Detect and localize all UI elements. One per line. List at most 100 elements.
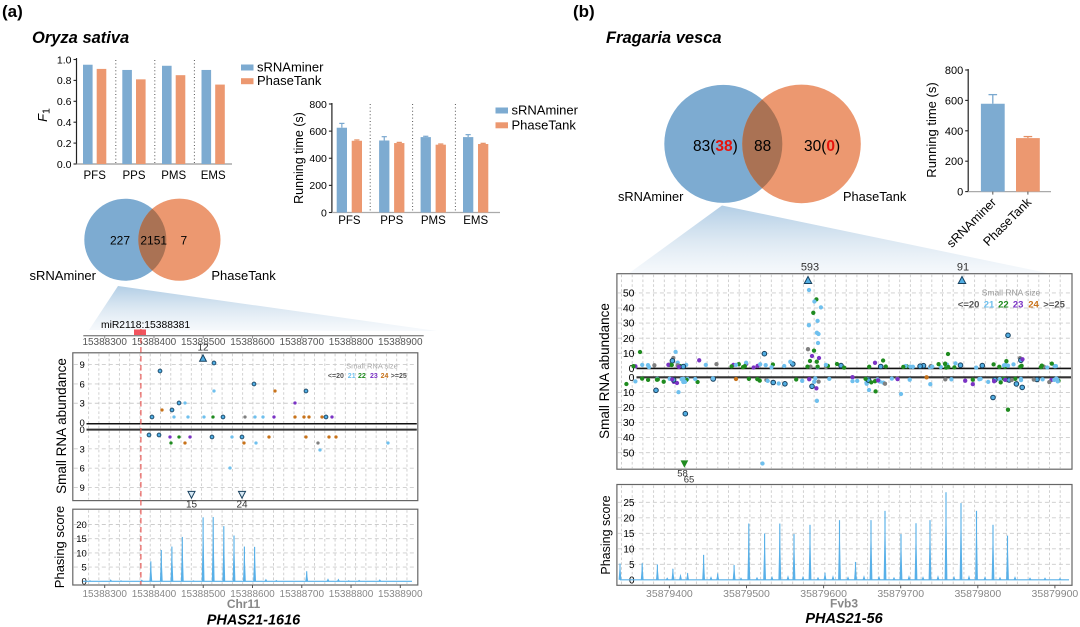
svg-text:15: 15 <box>623 529 635 540</box>
svg-text:9: 9 <box>80 360 85 371</box>
svg-text:23: 23 <box>1013 299 1024 310</box>
svg-text:1.0: 1.0 <box>57 54 72 66</box>
svg-text:10: 10 <box>623 348 635 360</box>
svg-text:15388700: 15388700 <box>280 337 325 348</box>
svg-text:15388300: 15388300 <box>82 589 127 600</box>
svg-text:Phasing score: Phasing score <box>599 495 613 574</box>
svg-text:800: 800 <box>309 99 327 111</box>
svg-text:12: 12 <box>197 343 209 354</box>
svg-text:50: 50 <box>623 288 635 300</box>
svg-text:PPS: PPS <box>122 170 145 182</box>
svg-text:40: 40 <box>623 303 635 315</box>
svg-text:<=20: <=20 <box>958 299 980 310</box>
svg-text:EMS: EMS <box>201 170 226 182</box>
svg-text:88: 88 <box>754 138 771 155</box>
svg-text:35879500: 35879500 <box>723 588 770 600</box>
svg-text:sRNAminer: sRNAminer <box>30 268 97 283</box>
svg-text:0.6: 0.6 <box>57 96 72 108</box>
svg-text:10: 10 <box>623 387 635 399</box>
svg-text:50: 50 <box>623 447 635 459</box>
svg-text:0: 0 <box>629 372 635 384</box>
svg-text:35879900: 35879900 <box>1032 588 1079 600</box>
svg-text:200: 200 <box>945 156 963 168</box>
svg-text:PhaseTank: PhaseTank <box>211 268 276 283</box>
svg-text:Running time (s): Running time (s) <box>292 112 306 204</box>
svg-text:Small RNA size: Small RNA size <box>982 288 1041 298</box>
svg-text:15: 15 <box>76 534 87 545</box>
svg-text:>=25: >=25 <box>1043 299 1065 310</box>
svg-text:Running time (s): Running time (s) <box>924 82 939 177</box>
svg-text:15388700: 15388700 <box>280 589 325 600</box>
svg-text:800: 800 <box>945 65 963 77</box>
svg-text:sRNAminer: sRNAminer <box>618 189 684 204</box>
svg-text:20: 20 <box>623 513 635 524</box>
svg-text:9: 9 <box>80 483 85 494</box>
svg-text:0.4: 0.4 <box>57 117 72 129</box>
svg-text:PhaseTank: PhaseTank <box>257 73 322 88</box>
svg-text:0: 0 <box>82 577 87 588</box>
svg-text:miR2118:15388381: miR2118:15388381 <box>101 320 190 331</box>
svg-text:15388500: 15388500 <box>181 337 226 348</box>
svg-text:PFS: PFS <box>84 170 107 182</box>
svg-text:sRNAminer: sRNAminer <box>257 60 324 75</box>
svg-text:600: 600 <box>945 95 963 107</box>
svg-text:91: 91 <box>957 262 969 274</box>
svg-text:15388800: 15388800 <box>329 589 374 600</box>
svg-text:PFS: PFS <box>338 215 361 227</box>
svg-text:PPS: PPS <box>380 215 403 227</box>
svg-text:15388900: 15388900 <box>378 337 423 348</box>
svg-text:PMS: PMS <box>161 170 186 182</box>
svg-text:0: 0 <box>80 418 85 429</box>
svg-text:24: 24 <box>1028 299 1039 310</box>
svg-text:0: 0 <box>321 207 327 219</box>
svg-text:593: 593 <box>801 262 819 274</box>
svg-text:0: 0 <box>80 425 85 436</box>
svg-text:PHAS21-56: PHAS21-56 <box>805 611 883 627</box>
svg-text:35879400: 35879400 <box>646 588 693 600</box>
svg-text:15388900: 15388900 <box>378 589 423 600</box>
svg-text:Oryza sativa: Oryza sativa <box>32 29 129 47</box>
svg-text:0.0: 0.0 <box>57 159 72 171</box>
svg-text:0: 0 <box>957 187 963 199</box>
svg-text:200: 200 <box>309 180 327 192</box>
svg-text:<=20: <=20 <box>328 373 344 380</box>
svg-text:23: 23 <box>370 373 378 380</box>
svg-text:EMS: EMS <box>463 215 488 227</box>
svg-text:Fvb3: Fvb3 <box>830 597 858 611</box>
svg-text:>=25: >=25 <box>391 373 407 380</box>
svg-text:3: 3 <box>80 444 85 455</box>
svg-text:Small RNA abundance: Small RNA abundance <box>54 358 69 494</box>
svg-text:PhaseTank: PhaseTank <box>512 117 577 132</box>
svg-text:Chr11: Chr11 <box>227 597 261 611</box>
svg-text:400: 400 <box>945 126 963 138</box>
svg-text:10: 10 <box>623 544 635 555</box>
svg-text:Small RNA size: Small RNA size <box>346 362 398 371</box>
svg-text:Small RNA abundance: Small RNA abundance <box>597 303 612 439</box>
svg-text:25: 25 <box>623 498 635 509</box>
svg-text:PHAS21-1616: PHAS21-1616 <box>207 613 301 627</box>
svg-text:15388400: 15388400 <box>132 589 177 600</box>
svg-text:21: 21 <box>984 299 995 310</box>
svg-text:2151: 2151 <box>140 234 167 248</box>
svg-text:20: 20 <box>623 402 635 414</box>
svg-text:24: 24 <box>236 500 248 511</box>
svg-text:22: 22 <box>998 299 1009 310</box>
svg-text:10: 10 <box>76 548 87 559</box>
svg-text:30: 30 <box>623 318 635 330</box>
svg-text:Fragaria vesca: Fragaria vesca <box>606 29 722 47</box>
svg-text:6: 6 <box>80 379 85 390</box>
svg-text:(a): (a) <box>2 2 23 21</box>
svg-text:15388500: 15388500 <box>181 589 226 600</box>
svg-text:sRNAminer: sRNAminer <box>512 103 579 118</box>
svg-text:65: 65 <box>684 475 695 486</box>
svg-text:30: 30 <box>623 417 635 429</box>
svg-text:PhaseTank: PhaseTank <box>843 189 907 204</box>
svg-text:0.8: 0.8 <box>57 75 72 87</box>
svg-text:6: 6 <box>80 464 85 475</box>
svg-text:35879600: 35879600 <box>800 588 847 600</box>
svg-text:7: 7 <box>180 234 187 248</box>
svg-text:PMS: PMS <box>421 215 446 227</box>
svg-text:5: 5 <box>629 560 635 571</box>
svg-text:3: 3 <box>80 399 85 410</box>
svg-text:20: 20 <box>623 333 635 345</box>
